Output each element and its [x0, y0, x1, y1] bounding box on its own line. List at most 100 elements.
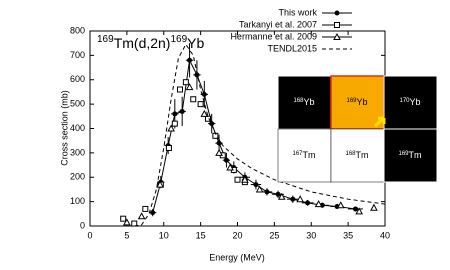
legend-label: Tarkanyi et al. 2007 [239, 19, 317, 29]
data-point [234, 176, 241, 183]
nuclide-label: 169Tm [398, 150, 421, 160]
data-point [370, 203, 378, 211]
data-point [305, 200, 311, 206]
data-point [167, 124, 175, 132]
legend-symbol [333, 32, 341, 40]
title-reaction: Tm(d,2n) [114, 35, 171, 51]
nuclide-cell [277, 75, 332, 130]
y-tick-label: 700 [70, 50, 85, 60]
data-point [171, 120, 178, 127]
data-point [131, 220, 138, 227]
data-point [277, 192, 286, 200]
nuclide-element: Yb [304, 97, 315, 107]
data-point [353, 206, 358, 212]
nuclide-cell [383, 128, 438, 183]
data-point [142, 205, 149, 212]
data-point [150, 210, 156, 216]
nuclide-cell [383, 75, 438, 130]
nuclide-label: 170Yb [399, 97, 420, 107]
nuclide-mass: 167 [292, 151, 303, 157]
nuclide-mass: 168 [293, 98, 304, 104]
y-tick-label: 600 [70, 74, 85, 84]
data-point [201, 91, 207, 97]
y-axis-label: Cross section (mb) [59, 90, 69, 166]
nuclide-cell [277, 128, 332, 183]
data-point [355, 207, 364, 215]
data-point [275, 191, 281, 197]
title-element: Yb [187, 35, 204, 51]
legend-symbol [334, 22, 340, 28]
nuclide-mass: 170 [399, 98, 410, 104]
nuclide-element: Yb [410, 97, 421, 107]
data-point [205, 115, 211, 122]
data-point [290, 196, 296, 202]
data-point [336, 201, 345, 209]
data-point [264, 189, 270, 195]
data-point [172, 111, 178, 117]
data-point [176, 86, 183, 93]
legend-label: This work [278, 7, 317, 17]
nuclide-cell [330, 128, 385, 183]
y-tick-label: 200 [70, 172, 85, 182]
data-point [123, 218, 131, 226]
x-tick-label: 10 [159, 230, 169, 240]
data-point [156, 180, 164, 188]
nuclide-mass: 169 [398, 151, 409, 157]
data-point [255, 185, 264, 193]
data-point [314, 200, 323, 208]
x-tick-label: 40 [380, 230, 390, 240]
data-point [200, 109, 209, 117]
x-tick-label: 0 [87, 230, 92, 240]
data-point [215, 148, 223, 156]
nuclide-element: Tm [303, 150, 316, 160]
decay-arrow [374, 116, 386, 128]
y-tick-label: 400 [70, 123, 85, 133]
x-tick-label: 20 [232, 230, 242, 240]
nuclide-label: 167Tm [292, 150, 315, 160]
x-tick-label: 25 [269, 230, 279, 240]
data-point [296, 195, 305, 203]
y-tick-label: 300 [70, 147, 85, 157]
data-point [197, 101, 204, 108]
data-point [185, 83, 194, 91]
data-point [187, 57, 193, 63]
series-line [134, 43, 386, 227]
nuclide-chart: 168Yb 169Yb 170Yb 167Tm 168Tm 169Tm [277, 75, 438, 183]
data-point [182, 79, 189, 86]
legend-label: TENDL2015 [267, 43, 317, 53]
nuclide-mass: 168 [345, 151, 356, 157]
data-point [179, 108, 185, 114]
data-point [194, 72, 200, 78]
nuclide-element: Tm [356, 150, 369, 160]
data-point [137, 212, 146, 220]
y-tick-label: 100 [70, 196, 85, 206]
x-tick-label: 5 [124, 230, 129, 240]
data-point [120, 215, 127, 222]
data-point [223, 157, 229, 163]
nuclide-label: 168Yb [293, 97, 314, 107]
legend-label: Hermanne et al. 2009 [230, 31, 317, 41]
chart-title: 169Tm(d,2n)169Yb [97, 34, 205, 51]
x-axis-label: Energy (MeV) [209, 252, 265, 262]
title-mass: 169 [170, 34, 187, 45]
data-point [226, 163, 234, 171]
nuclide-label: 168Tm [345, 150, 368, 160]
nuclide-cell [330, 75, 385, 130]
x-tick-label: 30 [306, 230, 316, 240]
data-point [209, 121, 215, 127]
y-tick-label: 800 [70, 25, 85, 35]
x-tick-label: 35 [343, 230, 353, 240]
data-point [253, 182, 259, 188]
title-mass: 169 [97, 34, 114, 45]
x-tick-label: 15 [196, 230, 206, 240]
data-point [241, 175, 249, 183]
data-point [165, 145, 172, 151]
y-tick-label: 0 [80, 220, 85, 230]
nuclide-element: Yb [357, 97, 368, 107]
nuclide-mass: 169 [346, 98, 357, 104]
nuclide-element: Tm [409, 150, 422, 160]
legend-symbol [334, 10, 340, 16]
y-tick-label: 500 [70, 99, 85, 109]
nuclide-label: 169Yb [346, 97, 367, 107]
